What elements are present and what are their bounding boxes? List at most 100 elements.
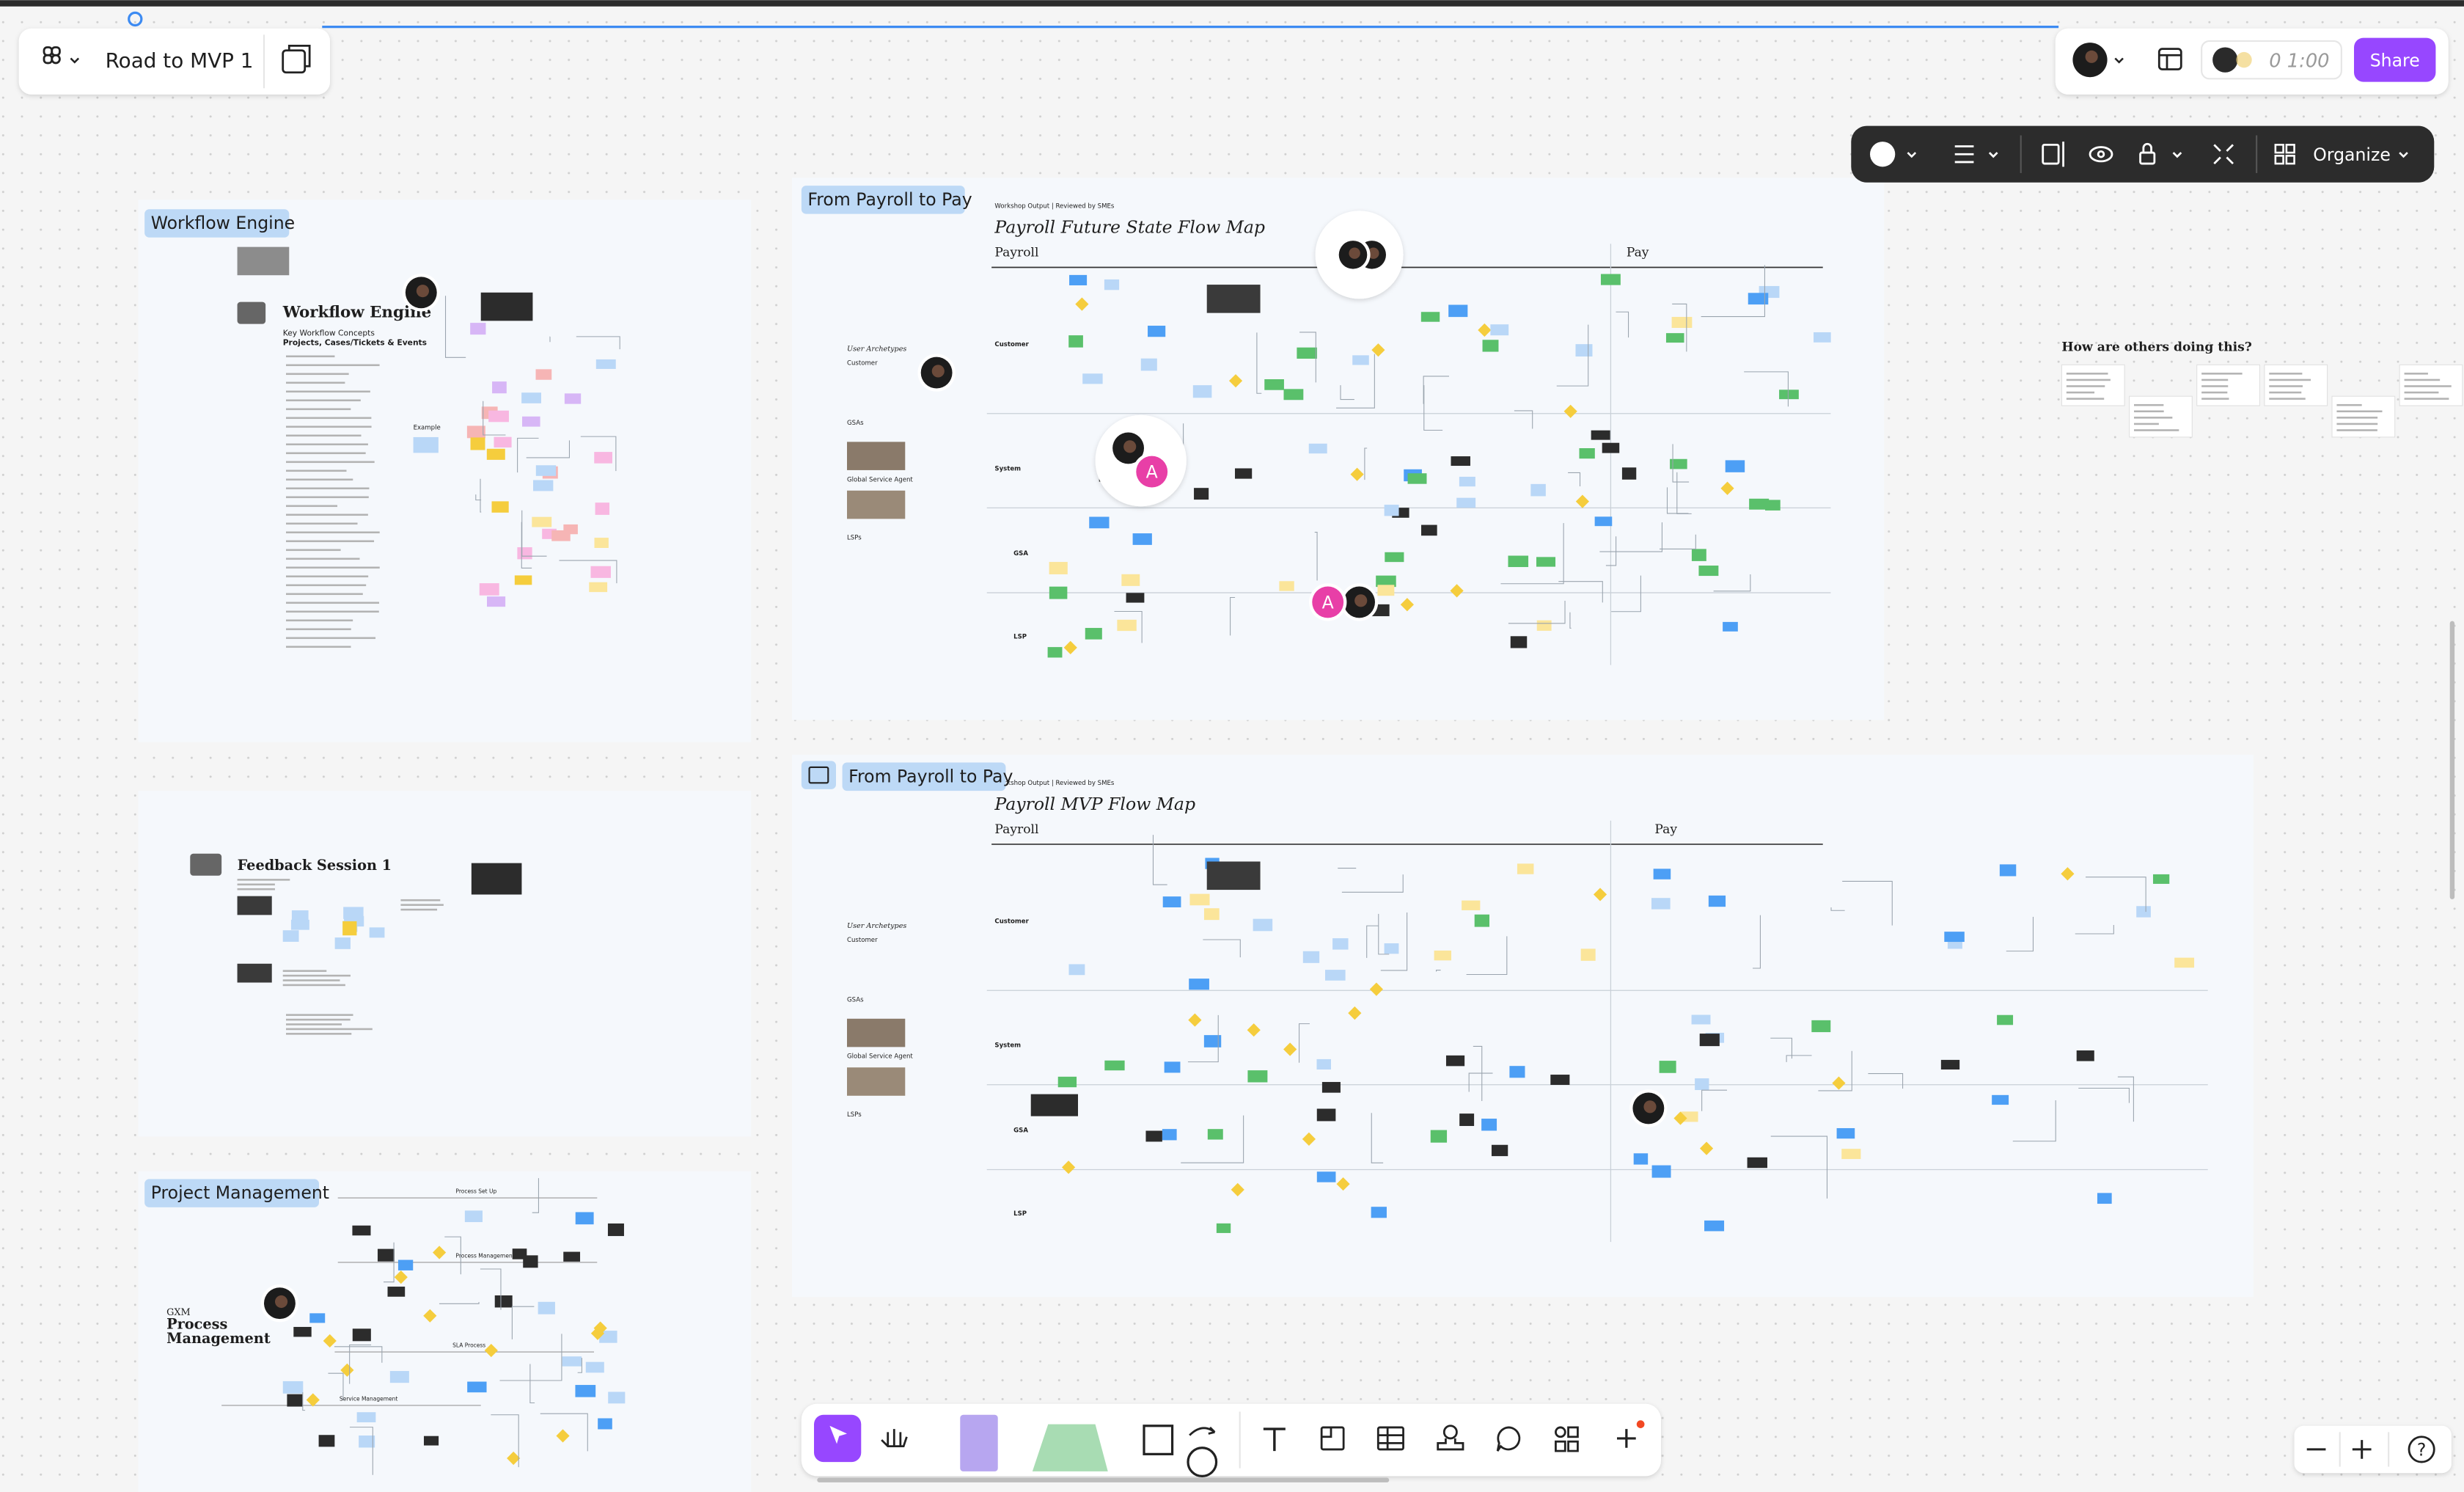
connector — [2006, 916, 2034, 952]
note — [1749, 498, 1770, 510]
text-line — [2134, 417, 2173, 419]
connector — [480, 478, 482, 513]
timer-box[interactable] — [2201, 40, 2342, 80]
note — [1579, 448, 1595, 459]
pages-button[interactable] — [282, 44, 311, 74]
resize-button[interactable] — [2042, 142, 2064, 167]
align-button[interactable] — [1954, 145, 1998, 164]
note — [1633, 1153, 1649, 1165]
note — [1999, 864, 2017, 877]
text-line — [237, 883, 275, 886]
connector — [439, 1302, 480, 1304]
text-line — [286, 381, 345, 384]
section-label-text: Workflow Engine — [151, 213, 295, 233]
note — [1104, 279, 1120, 290]
connector — [1203, 939, 1241, 958]
layout-button[interactable] — [2157, 48, 2182, 70]
note — [1316, 1058, 1332, 1070]
note — [1445, 1055, 1465, 1067]
text-line — [286, 575, 369, 578]
text-line — [2336, 429, 2377, 431]
v-scrollbar[interactable] — [2449, 621, 2455, 899]
table-tool[interactable] — [1376, 1426, 1404, 1451]
comment-tool[interactable] — [1496, 1426, 1521, 1452]
note — [470, 323, 486, 335]
note — [1779, 390, 1799, 400]
note — [387, 1287, 406, 1297]
text-line — [2404, 385, 2452, 387]
logo — [237, 301, 266, 324]
main-menu[interactable] — [43, 46, 80, 65]
text-line — [2404, 373, 2428, 375]
thumbnail — [480, 292, 533, 321]
sticky-stack[interactable] — [960, 1414, 998, 1471]
zoom-in[interactable] — [2352, 1440, 2372, 1459]
cursor-icon — [829, 1425, 847, 1444]
connector — [1744, 371, 1789, 407]
text-tool[interactable] — [1263, 1427, 1286, 1452]
note — [356, 1412, 376, 1422]
section-tool[interactable] — [1320, 1426, 1345, 1451]
connector — [540, 1413, 588, 1452]
lane-label: LSP — [1013, 634, 1027, 641]
text-line — [2269, 398, 2306, 400]
note — [1371, 1207, 1387, 1218]
badge — [1636, 1420, 1645, 1428]
text-line — [286, 628, 351, 631]
stamp-tool[interactable] — [1437, 1425, 1464, 1451]
connector — [532, 1178, 539, 1213]
help-button[interactable] — [2408, 1436, 2435, 1463]
connector-tool[interactable] — [1189, 1426, 1216, 1436]
text-line — [237, 888, 275, 891]
collapse-button[interactable] — [2213, 144, 2234, 165]
section-label[interactable] — [801, 186, 965, 214]
note — [1698, 566, 1719, 577]
section-label[interactable] — [842, 762, 1006, 791]
note — [1653, 868, 1671, 880]
widgets-tool[interactable] — [1555, 1426, 1579, 1452]
more-tool[interactable] — [1617, 1429, 1636, 1448]
text-line — [2404, 391, 2439, 394]
h-scrollbar[interactable] — [817, 1477, 1390, 1482]
shapes-stack[interactable] — [1032, 1424, 1108, 1471]
archetype: Global Service Agent — [847, 1053, 913, 1061]
decision-node — [1063, 640, 1077, 654]
frame[interactable] — [792, 754, 2254, 1298]
shape-tool[interactable] — [1143, 1425, 1174, 1455]
connector — [302, 1392, 306, 1411]
connector — [529, 1364, 535, 1404]
organize-icon[interactable] — [2274, 144, 2295, 165]
connector — [1299, 332, 1316, 383]
connector — [1508, 601, 1566, 624]
frame[interactable] — [138, 791, 752, 1137]
lane-label: GSA — [1013, 550, 1028, 557]
text-line — [286, 549, 341, 552]
note — [564, 393, 582, 404]
connector — [2075, 924, 2114, 935]
frame[interactable] — [138, 1171, 752, 1492]
hand-tool[interactable] — [881, 1429, 908, 1448]
visibility-button[interactable] — [2089, 146, 2113, 163]
text-line — [286, 373, 349, 376]
text-line — [286, 566, 380, 569]
decision-node — [1720, 481, 1734, 495]
timer: 0 1:00 — [2269, 50, 2329, 72]
note — [1421, 524, 1437, 536]
connector — [1256, 332, 1262, 394]
section-label[interactable] — [144, 1179, 319, 1207]
connector — [580, 436, 617, 472]
connector — [1299, 1023, 1310, 1063]
frame[interactable] — [138, 200, 752, 742]
archetypes-title: User Archetypes — [847, 345, 906, 353]
lock-button[interactable] — [2139, 142, 2182, 165]
section-label[interactable] — [144, 209, 290, 238]
note — [1189, 893, 1210, 906]
note — [1376, 575, 1396, 588]
note — [1836, 1127, 1855, 1139]
circle-tool[interactable] — [1187, 1447, 1218, 1477]
note — [1085, 628, 1102, 640]
color-picker[interactable] — [1870, 142, 1896, 167]
note — [1162, 1129, 1177, 1141]
connector — [444, 1236, 461, 1275]
share-button[interactable] — [2354, 37, 2436, 82]
